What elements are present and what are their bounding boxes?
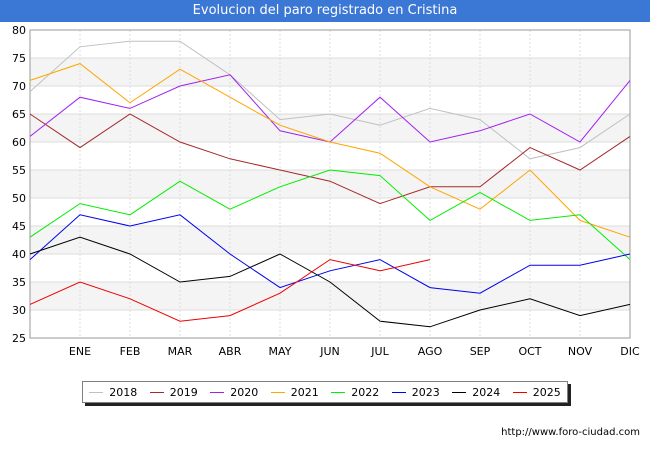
legend-item-2024: 2024: [452, 386, 500, 399]
x-tick-label: FEB: [120, 345, 141, 358]
series-line-2021: [29, 63, 631, 238]
chart-title: Evolucion del paro registrado en Cristin…: [0, 0, 650, 22]
legend-label: 2024: [472, 385, 501, 399]
y-tick-label: 65: [12, 108, 26, 121]
series-line-2025: [29, 259, 431, 322]
legend-item-2025: 2025: [512, 385, 561, 399]
legend-swatch: [452, 391, 467, 393]
legend-label: 2022: [351, 385, 380, 399]
y-tick-label: 25: [12, 332, 26, 345]
x-tick-label: ABR: [219, 345, 242, 358]
series-line-2024: [29, 236, 631, 328]
series-line-2019: [29, 113, 631, 205]
legend-swatch: [331, 391, 346, 393]
y-tick-label: 70: [12, 80, 26, 93]
legend-label: 2018: [109, 385, 138, 399]
legend-label: 2021: [290, 385, 319, 399]
legend-item-2023: 2023: [391, 385, 440, 399]
legend-item-2019: 2019: [149, 385, 198, 399]
y-tick-label: 75: [12, 52, 26, 65]
series-line-2018: [29, 40, 631, 160]
y-tick-label: 55: [12, 164, 26, 177]
x-tick-label: NOV: [568, 345, 593, 358]
y-tick-label: 60: [12, 136, 26, 149]
x-tick-label: ENE: [69, 345, 91, 358]
legend-label: 2020: [230, 385, 259, 399]
chart-legend: 2018 2019 2020 2021 2022 2023 2024 2025: [82, 381, 568, 403]
y-tick-label: 45: [12, 220, 26, 233]
legend-label: 2019: [169, 385, 198, 399]
x-tick-label: MAR: [168, 345, 193, 358]
series-line-2022: [29, 169, 631, 260]
legend-swatch: [210, 391, 225, 393]
x-tick-label: MAY: [269, 345, 292, 358]
legend-swatch: [89, 391, 104, 393]
legend-swatch: [270, 391, 285, 393]
legend-label: 2023: [411, 385, 440, 399]
legend-item-2018: 2018: [89, 386, 137, 399]
x-tick-label: SEP: [470, 345, 491, 358]
legend-item-2021: 2021: [270, 385, 319, 399]
legend-item-2022: 2022: [331, 386, 379, 399]
x-tick-label: AGO: [418, 345, 443, 358]
x-tick-label: JUN: [319, 345, 340, 358]
legend-label: 2025: [532, 385, 561, 399]
source-footer: http://www.foro-ciudad.com: [501, 427, 640, 438]
legend-swatch: [512, 391, 527, 393]
y-tick-label: 50: [12, 192, 26, 205]
plot-area: [29, 29, 631, 339]
x-tick-label: DIC: [620, 345, 640, 358]
x-tick-label: OCT: [518, 345, 541, 358]
y-tick-label: 30: [12, 304, 26, 317]
legend-swatch: [391, 391, 406, 393]
y-tick-label: 40: [12, 248, 26, 261]
series-line-2023: [29, 214, 631, 294]
y-tick-label: 35: [12, 276, 26, 289]
x-tick-label: JUL: [370, 345, 389, 358]
y-tick-label: 80: [12, 24, 26, 37]
legend-item-2020: 2020: [210, 386, 258, 399]
legend-swatch: [149, 391, 164, 393]
